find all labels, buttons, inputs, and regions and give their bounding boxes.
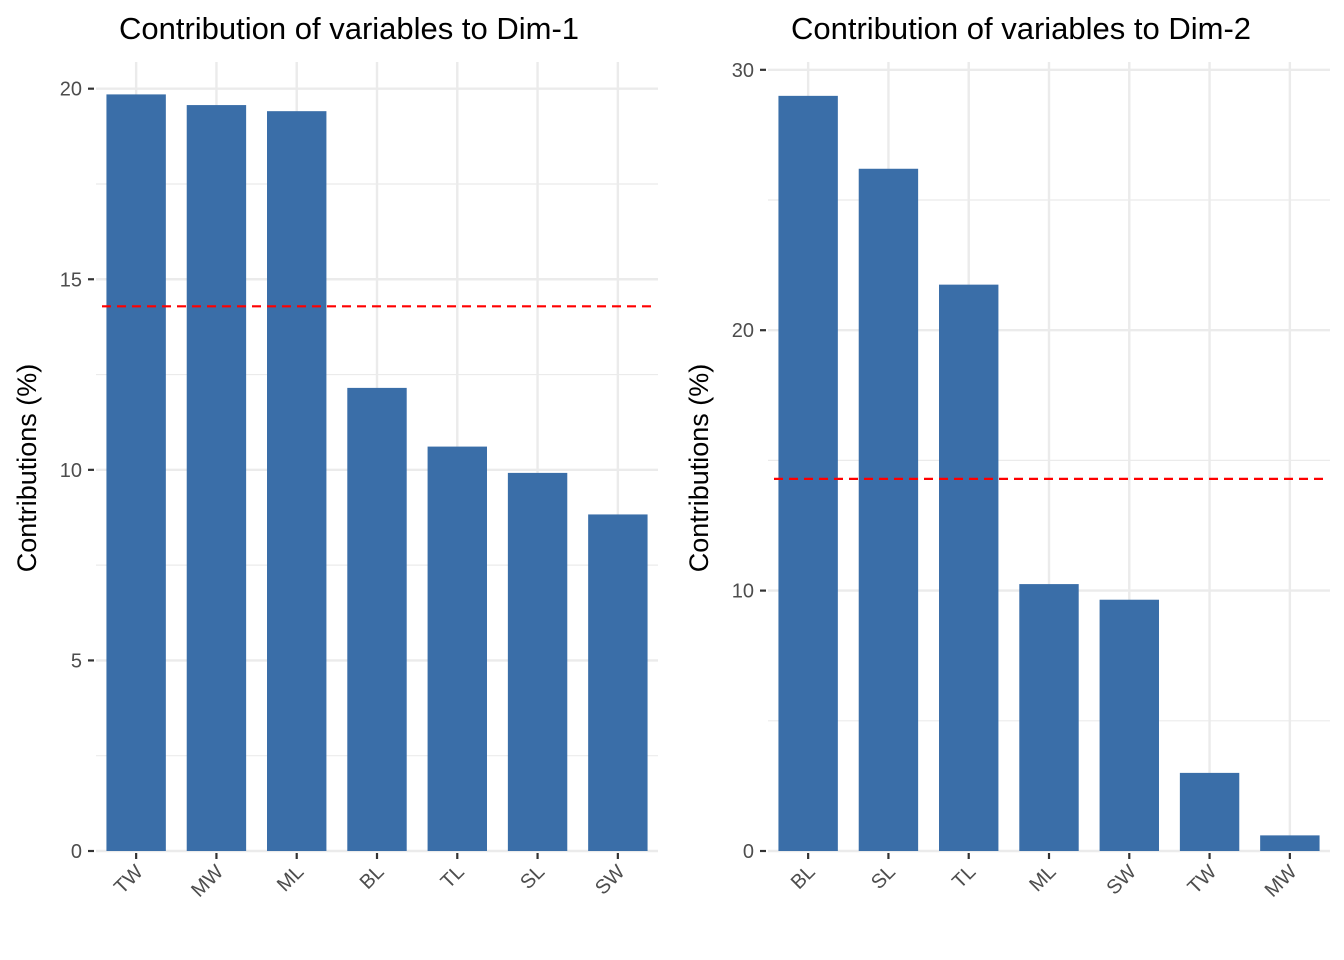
x-tick-label: SW [591, 861, 629, 899]
x-tick-label: BL [787, 861, 820, 894]
bar-tl [427, 446, 487, 851]
y-tick-label: 30 [732, 60, 754, 82]
x-tick-label: ML [1025, 861, 1060, 896]
bar-ml [267, 111, 327, 852]
y-tick-label: 0 [743, 841, 754, 863]
x-tick-label: MW [1261, 861, 1302, 902]
y-tick-label: 15 [60, 269, 82, 291]
y-tick-label: 10 [60, 460, 82, 482]
y-tick-label: 10 [732, 581, 754, 603]
y-tick-label: 20 [60, 79, 82, 101]
x-tick-label: TL [437, 861, 469, 893]
bar-ml [1019, 584, 1079, 851]
chart-title: Contribution of variables to Dim-1 [119, 11, 579, 46]
y-tick-label: 0 [71, 841, 82, 863]
bar-sl [858, 168, 919, 851]
bar-sl [507, 472, 568, 851]
plot-panel: 0 10 20 30 BL SL TL ML SW TW MW [732, 60, 1330, 902]
bar-sw [1099, 599, 1159, 851]
y-tick-label: 20 [732, 320, 754, 342]
x-tick-label: SL [516, 861, 549, 894]
y-axis-label: Contributions (%) [684, 364, 714, 573]
x-tick-label: ML [273, 861, 308, 896]
chart-dim-2: Contribution of variables to Dim-2 Contr… [684, 11, 1330, 902]
bar-tw [1179, 772, 1240, 851]
x-tick-label: TW [1184, 861, 1222, 899]
x-tick-label: MW [187, 861, 228, 902]
x-tick-label: TW [110, 861, 148, 899]
x-tick-label: TL [948, 861, 980, 893]
bar-tl [939, 284, 999, 851]
x-tick-label: SL [867, 861, 900, 894]
x-tick-label: SW [1102, 861, 1140, 899]
y-axis-label: Contributions (%) [12, 364, 42, 573]
bar-mw [186, 105, 247, 851]
bar-mw [1260, 835, 1320, 851]
bar-bl [778, 95, 838, 851]
chart-dim-1: Contribution of variables to Dim-1 Contr… [12, 11, 658, 902]
y-tick-label: 5 [71, 650, 82, 672]
plot-panel: 0 5 10 15 20 TW MW ML BL TL SL SW [60, 62, 658, 902]
chart-title: Contribution of variables to Dim-2 [791, 11, 1251, 46]
bar-bl [347, 387, 407, 851]
bar-sw [588, 514, 648, 851]
bar-tw [106, 94, 166, 851]
x-tick-label: BL [356, 861, 389, 894]
